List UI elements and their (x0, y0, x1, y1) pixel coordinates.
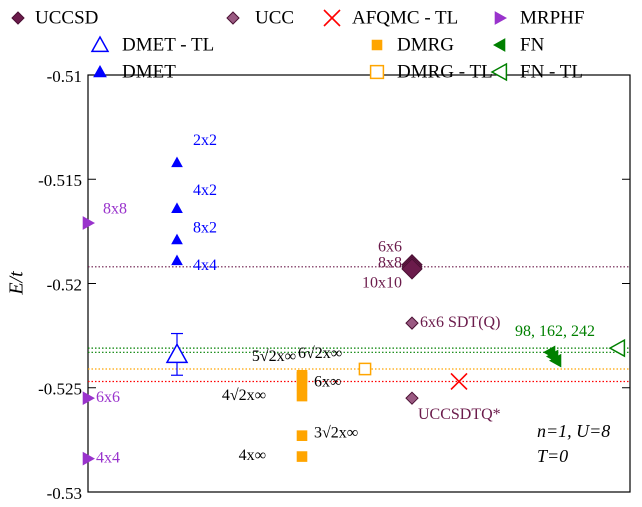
legend-marker-stroke (323, 9, 341, 27)
marker (171, 202, 183, 213)
point-label: 3√2x∞ (314, 424, 358, 441)
marker (82, 216, 96, 230)
point-label: 4x4 (193, 257, 217, 274)
point-label: 8x8 (103, 201, 127, 218)
marker (401, 258, 423, 280)
marker (171, 233, 183, 245)
legend-label: AFQMC - TL (352, 7, 458, 28)
y-tick-label: -0.53 (47, 484, 82, 503)
marker (82, 451, 96, 466)
legend-marker (11, 11, 25, 25)
legend-marker (369, 64, 385, 80)
marker (405, 316, 419, 330)
legend-label: UCCSD (35, 7, 98, 28)
marker (82, 391, 96, 406)
legend-label: FN - TL (520, 61, 583, 82)
marker (358, 362, 372, 376)
point-label: 6√2x∞ (298, 345, 342, 362)
marker (296, 430, 308, 442)
point-label: 6x6 SDT(Q) (420, 314, 500, 331)
marker (171, 156, 183, 168)
point-label: 4x∞ (239, 447, 266, 464)
marker (548, 353, 562, 368)
point-label: 5√2x∞ (252, 348, 296, 365)
point-label: 4x4 (96, 449, 120, 466)
point-label: UCCSDTQ* (418, 406, 501, 423)
legend-marker (90, 35, 110, 53)
legend-marker (494, 11, 508, 25)
marker (296, 390, 308, 402)
marker (165, 342, 189, 364)
marker (296, 369, 308, 381)
legend-marker (492, 38, 506, 52)
legend-label: DMRG (397, 34, 454, 55)
legend-marker (226, 11, 240, 25)
point-label: 8x2 (193, 219, 217, 236)
legend-label: FN (520, 34, 545, 55)
point-label: 6x6 (378, 238, 402, 255)
annotation: T=0 (537, 446, 568, 466)
legend-label: DMET (122, 61, 176, 82)
point-label: 98, 162, 242 (515, 323, 595, 340)
point-label: 6x∞ (314, 373, 341, 390)
y-tick-label: -0.52 (47, 275, 82, 294)
y-tick-label: -0.515 (38, 171, 82, 190)
point-label: 4√2x∞ (222, 387, 266, 404)
marker (405, 391, 419, 405)
legend-marker (323, 9, 341, 27)
legend-label: DMET - TL (122, 34, 214, 55)
point-label: 4x2 (193, 182, 217, 199)
point-label: 6x6 (96, 389, 120, 406)
marker-stroke (450, 372, 468, 391)
legend-marker (93, 64, 107, 78)
legend-marker (371, 39, 383, 51)
legend-label: MRPHF (520, 7, 584, 28)
legend-marker (490, 62, 508, 82)
point-label: 10x10 (362, 275, 402, 292)
y-tick-label: -0.525 (38, 380, 82, 399)
marker (608, 338, 626, 358)
y-axis-label: E/t (6, 271, 28, 296)
point-label: 8x8 (378, 254, 402, 271)
marker (296, 451, 308, 462)
point-label: 2x2 (193, 132, 217, 149)
marker (450, 372, 468, 391)
y-tick-label: -0.51 (47, 67, 82, 86)
annotation: n=1, U=8 (537, 421, 610, 441)
marker (171, 254, 183, 266)
legend-label: DMRG - TL (397, 61, 493, 82)
legend-label: UCC (255, 7, 294, 28)
